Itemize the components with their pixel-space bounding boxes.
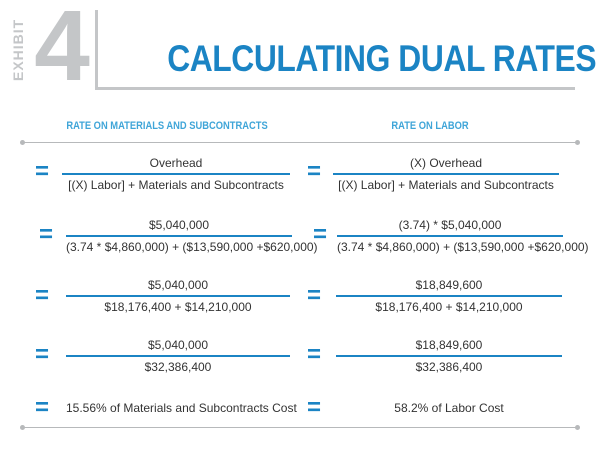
fraction-numerator: $18,849,600 — [415, 278, 483, 292]
fraction-materials-1: Overhead [(X) Labor] + Materials and Sub… — [62, 155, 290, 195]
equals-sign: = — [306, 341, 321, 368]
exhibit-label: EXHIBIT — [10, 18, 26, 82]
fraction-bar — [336, 355, 562, 357]
fraction-labor-2: (3.74) * $5,040,000 (3.74 * $4,860,000) … — [337, 217, 589, 257]
fraction-labor-4: $18,849,600 $32,386,400 — [336, 337, 562, 377]
fraction-numerator: $5,040,000 — [147, 338, 209, 352]
fraction-bar — [336, 295, 562, 297]
fraction-denominator: (3.74 * $4,860,000) + ($13,590,000 +$620… — [337, 240, 589, 254]
divider-dot — [575, 140, 580, 145]
equals-sign: = — [306, 394, 321, 421]
result-labor: 58.2% of Labor Cost — [394, 401, 504, 415]
divider-dot — [20, 425, 25, 430]
top-divider — [22, 142, 578, 143]
column-heading-labor: RATE ON LABOR — [391, 120, 469, 132]
header-rule-horizontal — [95, 87, 575, 90]
fraction-materials-2: $5,040,000 (3.74 * $4,860,000) + ($13,59… — [66, 217, 318, 257]
page-title: CALCULATING DUAL RATES — [167, 38, 597, 79]
equals-sign: = — [306, 282, 321, 309]
fraction-bar — [66, 235, 292, 237]
fraction-denominator: $32,386,400 — [144, 360, 212, 374]
fraction-materials-3: $5,040,000 $18,176,400 + $14,210,000 — [66, 277, 290, 317]
column-heading-materials: RATE ON MATERIALS AND SUBCONTRACTS — [66, 120, 268, 132]
fraction-labor-3: $18,849,600 $18,176,400 + $14,210,000 — [336, 277, 562, 317]
fraction-numerator: (X) Overhead — [409, 156, 483, 170]
fraction-denominator: [(X) Labor] + Materials and Subcontracts — [68, 178, 284, 192]
fraction-bar — [66, 295, 290, 297]
fraction-numerator: $18,849,600 — [415, 338, 483, 352]
fraction-bar — [66, 355, 290, 357]
equals-sign: = — [34, 158, 49, 185]
fraction-bar — [62, 173, 290, 175]
fraction-denominator: $18,176,400 + $14,210,000 — [104, 300, 252, 314]
fraction-numerator: $5,040,000 — [147, 278, 209, 292]
fraction-denominator: $32,386,400 — [415, 360, 483, 374]
fraction-denominator: [(X) Labor] + Materials and Subcontracts — [338, 178, 554, 192]
fraction-labor-1: (X) Overhead [(X) Labor] + Materials and… — [333, 155, 559, 195]
equals-sign: = — [312, 221, 327, 248]
equals-sign: = — [34, 394, 49, 421]
divider-dot — [20, 140, 25, 145]
fraction-numerator: $5,040,000 — [148, 218, 210, 232]
fraction-denominator: (3.74 * $4,860,000) + ($13,590,000 +$620… — [66, 240, 318, 254]
header-rule-vertical — [95, 10, 98, 90]
bottom-divider — [22, 427, 578, 428]
fraction-bar — [337, 235, 563, 237]
equals-sign: = — [306, 158, 321, 185]
fraction-numerator: (3.74) * $5,040,000 — [398, 218, 502, 232]
exhibit-number: 4 — [34, 0, 90, 102]
divider-dot — [575, 425, 580, 430]
fraction-materials-4: $5,040,000 $32,386,400 — [66, 337, 290, 377]
equals-sign: = — [38, 221, 53, 248]
fraction-numerator: Overhead — [149, 156, 203, 170]
fraction-bar — [333, 173, 559, 175]
equals-sign: = — [34, 341, 49, 368]
equals-sign: = — [34, 282, 49, 309]
result-materials: 15.56% of Materials and Subcontracts Cos… — [66, 401, 297, 415]
fraction-denominator: $18,176,400 + $14,210,000 — [375, 300, 523, 314]
